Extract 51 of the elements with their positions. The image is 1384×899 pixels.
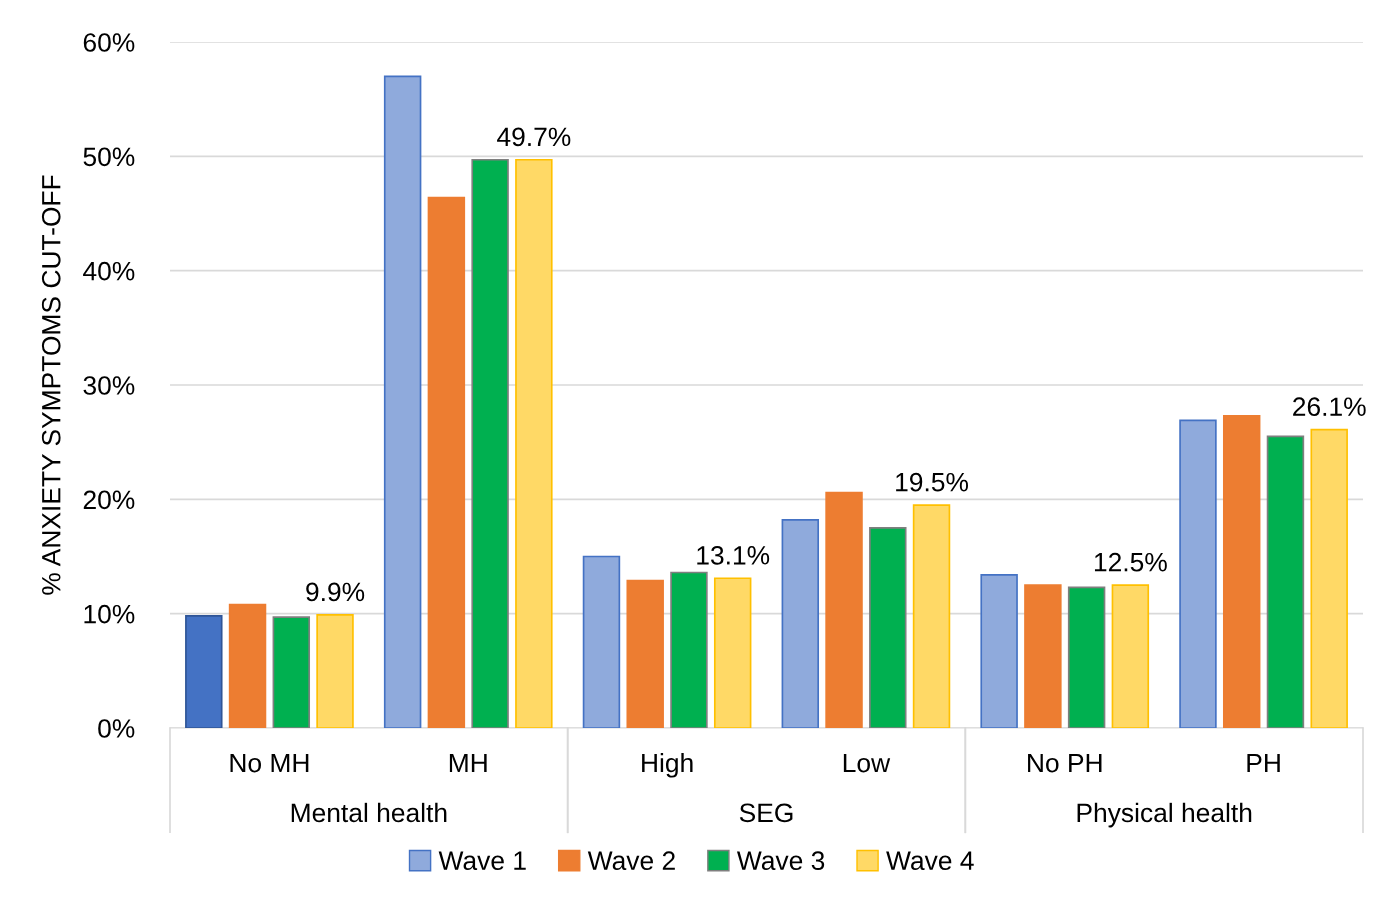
bar [228, 603, 267, 728]
bar [980, 573, 1018, 728]
bar [670, 571, 708, 728]
bar [781, 519, 820, 728]
bar [825, 491, 863, 728]
legend-label: Wave 1 [438, 851, 526, 871]
legend-label: Wave 3 [736, 851, 825, 871]
bar [471, 158, 509, 728]
bar [427, 196, 466, 728]
y-axis-title: % ANXIETY SYMPTOMS CUT-OFF [41, 175, 61, 595]
y-tick-label: 60% [83, 33, 135, 52]
x-tick-label: MH [449, 753, 487, 773]
legend-label: Wave 2 [587, 851, 675, 871]
legend-label: Wave 4 [886, 851, 974, 871]
bar [1111, 584, 1150, 728]
bar [1024, 584, 1062, 728]
x-tick-label: High [642, 753, 693, 778]
x-tick-label: No PH [1028, 753, 1102, 773]
data-label: 12.5% [1094, 552, 1167, 572]
y-tick-label: 50% [83, 147, 135, 167]
x-tick-label: PH [1247, 753, 1280, 773]
bar [272, 616, 311, 728]
text: Physical health [1077, 802, 1252, 828]
bar [912, 504, 951, 728]
bar [1266, 435, 1305, 728]
bar [869, 527, 907, 728]
y-tick-label: 20% [83, 490, 135, 510]
bar [1310, 428, 1348, 728]
bar [1222, 415, 1261, 728]
bar [515, 158, 553, 728]
x-tick-label: No MH [230, 753, 309, 773]
y-tick-label: 0% [98, 719, 135, 738]
x-tick-label: Low [843, 753, 891, 773]
text: SEG [739, 803, 793, 823]
bar [185, 615, 223, 728]
y-tick-label: 10% [84, 604, 135, 624]
data-label: 49.7% [497, 127, 571, 147]
bar [1067, 586, 1106, 728]
bar [383, 75, 422, 728]
bar [316, 613, 354, 728]
data-label: 19.5% [896, 472, 969, 492]
data-label: 13.1% [697, 545, 770, 565]
y-tick-label: 30% [83, 376, 135, 395]
data-label: 9.9% [306, 582, 365, 602]
text: Mental health [291, 802, 447, 823]
bar [713, 577, 752, 728]
y-tick-label: 40% [83, 261, 135, 281]
bar [582, 555, 621, 728]
data-label: 26.1% [1293, 397, 1366, 417]
bar [626, 579, 664, 728]
bar [1179, 419, 1217, 728]
